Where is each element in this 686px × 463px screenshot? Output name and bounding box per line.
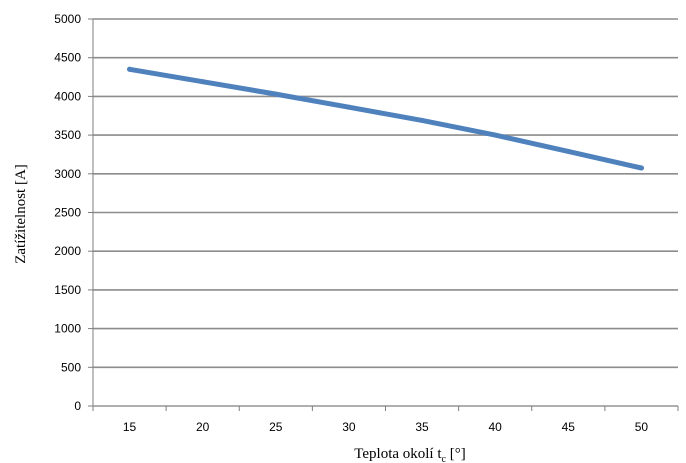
data-point xyxy=(200,79,206,85)
x-tick-label: 15 xyxy=(123,420,137,434)
data-point xyxy=(273,91,279,97)
data-point xyxy=(492,132,498,138)
x-tick-label: 20 xyxy=(196,420,210,434)
x-tick-label: 35 xyxy=(415,420,429,434)
x-axis-title-suffix: [°] xyxy=(446,446,466,462)
x-tick-labels: 15 20 25 30 35 40 45 50 xyxy=(123,420,649,434)
y-tick-label: 4000 xyxy=(54,89,81,103)
data-point xyxy=(565,148,571,154)
data-point xyxy=(638,165,644,171)
x-axis-title-subscript: c xyxy=(442,454,447,463)
x-axis-title-main: Teplota okolí t xyxy=(354,446,442,462)
y-tick-label: 3500 xyxy=(54,128,81,142)
y-tick-label: 2000 xyxy=(54,244,81,258)
y-axis-title: Zatížitelnost [A] xyxy=(13,164,29,264)
x-tick-label: 30 xyxy=(342,420,356,434)
y-tick-label: 1500 xyxy=(54,283,81,297)
data-point xyxy=(346,104,352,110)
series-group xyxy=(127,66,644,171)
x-tick-label: 25 xyxy=(269,420,283,434)
y-tick-label: 500 xyxy=(61,360,81,374)
y-tick-label: 2500 xyxy=(54,206,81,220)
data-point xyxy=(419,117,425,123)
x-tick-label: 45 xyxy=(562,420,576,434)
x-tick-label: 50 xyxy=(635,420,649,434)
y-tick-label: 3000 xyxy=(54,167,81,181)
data-point xyxy=(127,66,133,72)
series-line xyxy=(127,66,644,171)
axes xyxy=(88,18,679,411)
y-tick-label: 5000 xyxy=(54,12,81,26)
x-axis-title: Teplota okolí tc [°] xyxy=(354,446,465,463)
y-tick-label: 0 xyxy=(74,399,81,413)
y-tick-label: 1000 xyxy=(54,322,81,336)
gridlines xyxy=(93,18,678,369)
x-tick-label: 40 xyxy=(489,420,503,434)
y-tick-label: 4500 xyxy=(54,51,81,65)
y-tick-labels: 0 500 1000 1500 2000 2500 3000 3500 4000 4500 5000 xyxy=(54,12,81,413)
